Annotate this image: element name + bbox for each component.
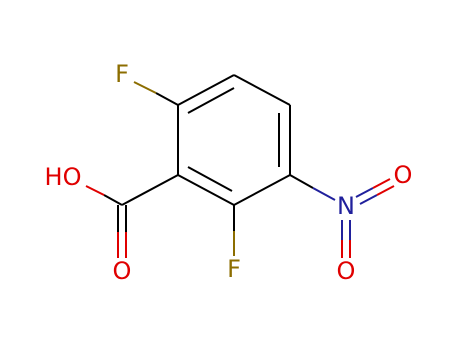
bonds [85,74,395,258]
atom-label: O [113,257,132,285]
atom-label: O [394,161,413,189]
atom-label: F [227,255,241,283]
atom-label: N [337,192,355,220]
atom-label: F [115,60,129,88]
atom-label: HO [45,163,82,191]
atom-label: O [337,257,356,285]
atom-labels: F HO O F N O O [45,60,413,285]
